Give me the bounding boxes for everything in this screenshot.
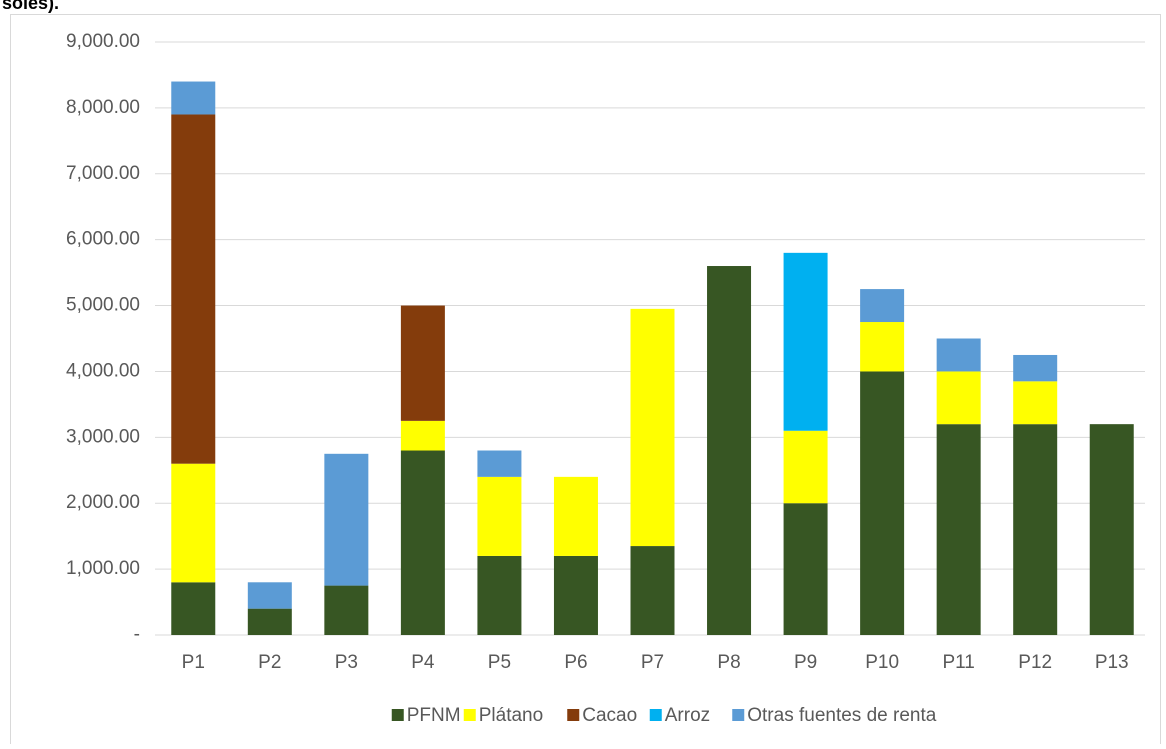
bar-segment — [553, 555, 598, 635]
x-tick-label: P6 — [564, 652, 587, 673]
bar-segment — [171, 582, 216, 635]
y-tick-label: 5,000.00 — [66, 295, 140, 316]
x-tick-label: P8 — [717, 652, 740, 673]
bar-segment — [477, 476, 522, 556]
x-tick-label: P1 — [182, 652, 205, 673]
x-tick-label: P5 — [488, 652, 511, 673]
bar-segment — [477, 555, 522, 635]
y-tick-label: 9,000.00 — [66, 31, 140, 52]
y-tick-label: 1,000.00 — [66, 558, 140, 579]
bar-segment — [860, 289, 905, 323]
bar-segment — [936, 371, 981, 425]
legend-swatch — [649, 709, 662, 721]
bar-segment — [1013, 424, 1058, 635]
legend-label: Plátano — [479, 705, 543, 726]
bar-segment — [324, 585, 369, 635]
bar-segment — [936, 338, 981, 372]
legend-label: Otras fuentes de renta — [747, 705, 936, 726]
x-tick-label: P2 — [258, 652, 281, 673]
legend-swatch — [567, 709, 580, 721]
bar-segment — [630, 546, 675, 635]
bar-segment — [783, 252, 828, 431]
bar-segment — [783, 430, 828, 504]
x-tick-label: P9 — [794, 652, 817, 673]
y-tick-label: 6,000.00 — [66, 229, 140, 250]
bar-segment — [171, 81, 216, 115]
bar-segment — [247, 582, 292, 609]
legend-swatch — [391, 709, 404, 721]
bar-segment — [400, 450, 445, 635]
x-tick-label: P10 — [865, 652, 899, 673]
bar-segment — [783, 503, 828, 635]
x-tick-label: P7 — [641, 652, 664, 673]
bar-segment — [171, 463, 216, 583]
bar-segment — [707, 266, 752, 635]
legend-label: Cacao — [582, 705, 637, 726]
y-tick-label: 4,000.00 — [66, 360, 140, 381]
bar-segment — [400, 305, 445, 421]
bar-segment — [860, 322, 905, 372]
legend-label: Arroz — [665, 705, 710, 726]
bar-segment — [1089, 424, 1134, 635]
bar-segment — [477, 450, 522, 477]
bar-segment — [400, 420, 445, 451]
x-tick-label: P13 — [1095, 652, 1129, 673]
bar-segment — [630, 308, 675, 547]
legend-swatch — [463, 709, 476, 721]
legend-label: PFNM — [407, 705, 461, 726]
legend-swatch — [732, 709, 745, 721]
bar-segment — [247, 608, 292, 635]
bar-segment — [860, 371, 905, 635]
x-tick-label: P3 — [335, 652, 358, 673]
y-tick-label: - — [134, 624, 140, 645]
bar-segment — [553, 476, 598, 556]
x-tick-label: P12 — [1018, 652, 1052, 673]
bar-segment — [324, 453, 369, 586]
y-tick-label: 8,000.00 — [66, 97, 140, 118]
chart-title: soles). — [2, 0, 59, 13]
y-tick-label: 3,000.00 — [66, 426, 140, 447]
bar-segment — [1013, 354, 1058, 382]
y-tick-label: 2,000.00 — [66, 492, 140, 513]
bar-segment — [936, 424, 981, 635]
x-tick-label: P11 — [942, 652, 974, 673]
bar-segment — [171, 114, 216, 464]
bar-segment — [1013, 381, 1058, 425]
x-tick-label: P4 — [411, 652, 435, 673]
y-tick-label: 7,000.00 — [66, 163, 140, 184]
